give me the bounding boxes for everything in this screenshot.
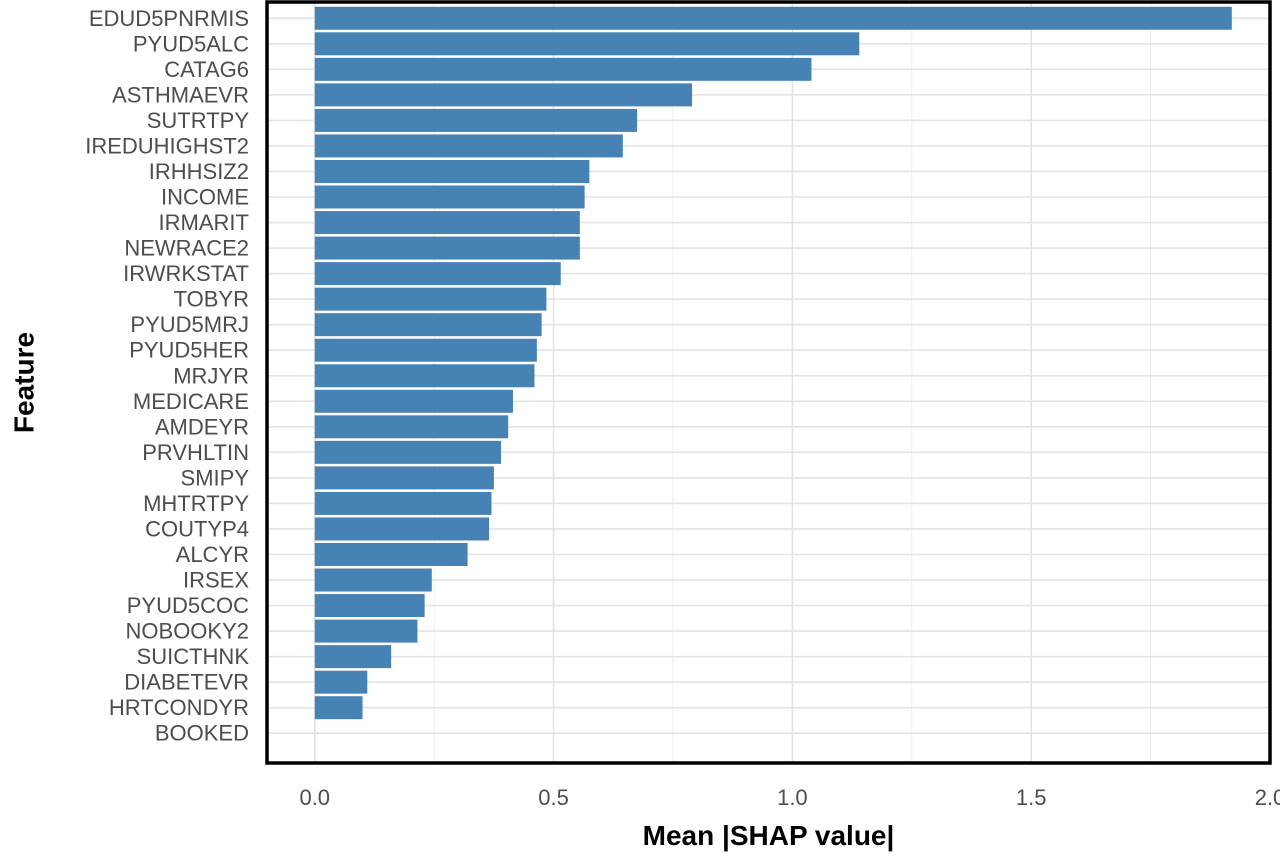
x-tick-label: 0.0 — [299, 785, 330, 810]
feature-label-asthmaevr: ASTHMAEVR — [112, 82, 249, 107]
feature-label-pyud5alc: PYUD5ALC — [133, 31, 249, 56]
bar-sutrtpy — [314, 108, 638, 132]
feature-label-coutyp4: COUTYP4 — [145, 516, 249, 541]
bar-suicthnk — [314, 645, 392, 669]
feature-label-amdeyr: AMDEYR — [155, 414, 249, 439]
feature-label-hrtcondyr: HRTCONDYR — [109, 695, 249, 720]
feature-label-pyud5mrj: PYUD5MRJ — [130, 312, 249, 337]
bar-smipy — [314, 466, 494, 490]
bar-irsex — [314, 568, 432, 592]
bar-coutyp4 — [314, 517, 490, 541]
feature-label-catag6: CATAG6 — [164, 57, 249, 82]
bar-alcyr — [314, 543, 468, 566]
feature-label-nobooky2: NOBOOKY2 — [126, 619, 249, 644]
bar-newrace2 — [314, 236, 580, 260]
bar-tobyr — [314, 287, 547, 311]
bar-ireduhighst2 — [314, 134, 623, 158]
feature-label-edud5pnrmis: EDUD5PNRMIS — [89, 6, 249, 31]
bar-pyud5mrj — [314, 313, 542, 337]
bar-prvhltin — [314, 440, 502, 464]
feature-label-medicare: MEDICARE — [133, 389, 249, 414]
bar-mrjyr — [314, 364, 535, 388]
bar-irhhsiz2 — [314, 159, 590, 183]
x-tick-label: 1.0 — [777, 785, 808, 810]
feature-label-newrace2: NEWRACE2 — [124, 236, 249, 261]
feature-label-prvhltin: PRVHLTIN — [142, 440, 249, 465]
bar-catag6 — [314, 57, 812, 81]
bar-pyud5her — [314, 338, 537, 362]
bar-income — [314, 185, 585, 209]
panel-border — [265, 0, 1272, 765]
feature-label-mhtrtpy: MHTRTPY — [143, 491, 249, 516]
feature-label-irsex: IRSEX — [183, 568, 249, 593]
feature-label-booked: BOOKED — [155, 721, 249, 746]
feature-label-mrjyr: MRJYR — [173, 363, 249, 388]
feature-label-income: INCOME — [161, 185, 249, 210]
feature-label-irmarit: IRMARIT — [159, 210, 249, 235]
bar-irmarit — [314, 211, 580, 235]
bar-diabetevr — [314, 670, 368, 694]
x-axis-title: Mean |SHAP value| — [643, 820, 895, 851]
feature-label-tobyr: TOBYR — [174, 287, 249, 312]
feature-label-sutrtpy: SUTRTPY — [147, 108, 250, 133]
feature-label-alcyr: ALCYR — [176, 542, 249, 567]
bar-nobooky2 — [314, 619, 418, 643]
bar-pyud5alc — [314, 32, 860, 56]
feature-label-irhhsiz2: IRHHSIZ2 — [149, 159, 249, 184]
y-axis-title: Feature — [9, 332, 40, 433]
x-tick-label: 0.5 — [538, 785, 569, 810]
feature-label-irwrkstat: IRWRKSTAT — [123, 261, 249, 286]
bar-asthmaevr — [314, 83, 693, 107]
x-tick-label: 2.0 — [1255, 785, 1280, 810]
feature-label-pyud5her: PYUD5HER — [129, 338, 249, 363]
x-tick-label: 1.5 — [1016, 785, 1047, 810]
bar-hrtcondyr — [314, 696, 363, 720]
feature-label-diabetevr: DIABETEVR — [124, 670, 249, 695]
x-tick-labels: 0.0 0.5 1.0 1.5 2.0 — [299, 785, 1280, 810]
feature-label-smipy: SMIPY — [181, 465, 250, 490]
bar-irwrkstat — [314, 262, 561, 286]
bars — [314, 6, 1232, 720]
feature-label-pyud5coc: PYUD5COC — [127, 593, 249, 618]
feature-label-ireduhighst2: IREDUHIGHST2 — [85, 133, 249, 158]
feature-label-suicthnk: SUICTHNK — [137, 644, 250, 669]
bar-mhtrtpy — [314, 491, 492, 515]
bar-medicare — [314, 389, 513, 413]
bar-edud5pnrmis — [314, 6, 1232, 30]
bar-pyud5coc — [314, 594, 425, 618]
bar-amdeyr — [314, 415, 509, 439]
feature-labels: EDUD5PNRMISPYUD5ALCCATAG6ASTHMAEVRSUTRTP… — [85, 6, 249, 746]
